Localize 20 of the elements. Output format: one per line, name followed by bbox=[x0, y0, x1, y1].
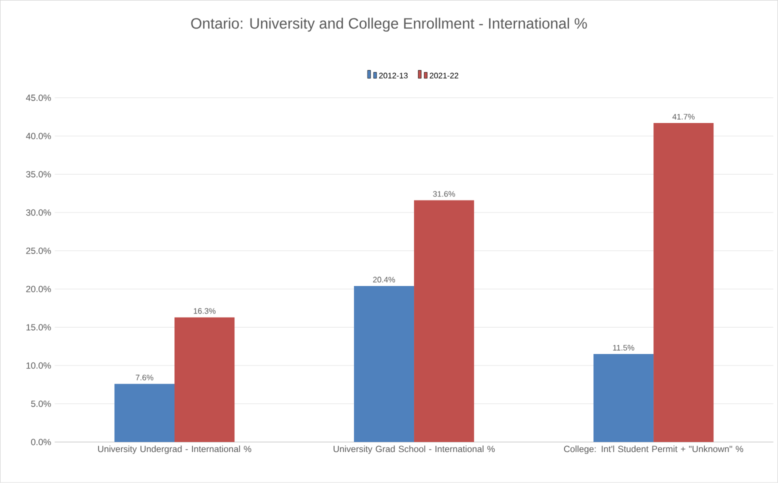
y-tick-label: 10.0% bbox=[26, 362, 51, 369]
x-tick-label: University Undergrad - International % bbox=[98, 446, 252, 454]
y-tick-label: 45.0% bbox=[26, 94, 51, 102]
bar bbox=[354, 286, 414, 442]
bar bbox=[114, 384, 175, 442]
bar bbox=[593, 354, 654, 442]
bar bbox=[174, 317, 235, 442]
bar bbox=[414, 200, 474, 442]
y-tick-label: 30.0% bbox=[26, 209, 51, 216]
y-tick-label: 5.0% bbox=[31, 400, 51, 408]
y-tick-label: 35.0% bbox=[26, 171, 51, 178]
x-tick-label: University Grad School - International % bbox=[334, 446, 495, 454]
x-tick-label: College: Int'l Student Permit + "Unknown" % bbox=[564, 446, 744, 454]
bar bbox=[654, 123, 714, 442]
chart-title: Ontario: University and College Enrollment - International % bbox=[191, 18, 587, 32]
y-tick-label: 25.0% bbox=[26, 248, 51, 254]
y-tick-label: 40.0% bbox=[26, 132, 51, 140]
y-tick-label: 20.0% bbox=[26, 286, 51, 292]
y-tick-label: 0.0% bbox=[31, 438, 51, 446]
y-tick-label: 15.0% bbox=[26, 324, 51, 331]
